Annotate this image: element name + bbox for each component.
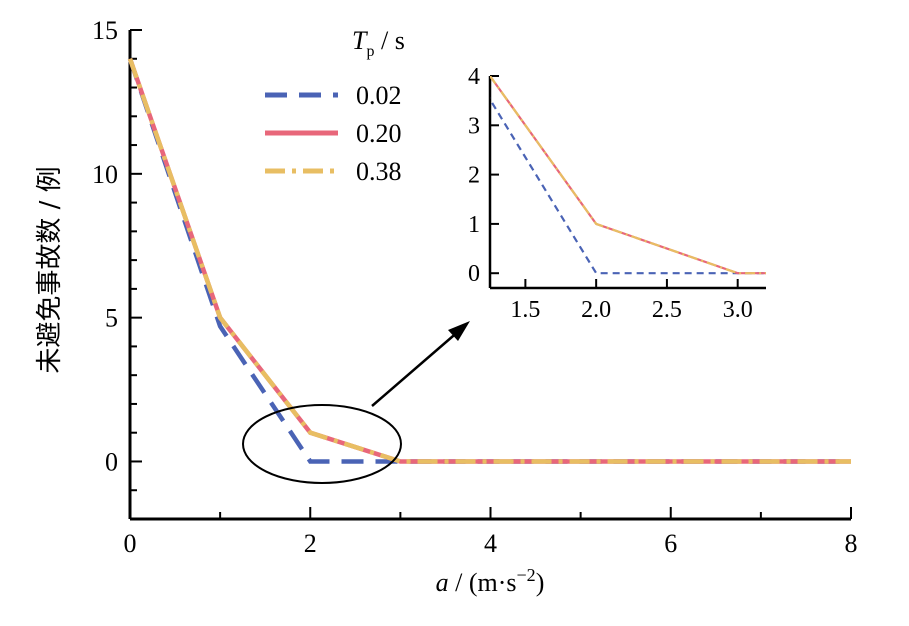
inset-x-tick-label: 3.0 bbox=[723, 297, 753, 323]
inset-y-tick-label: 4 bbox=[468, 64, 480, 90]
inset-series-line-0.20 bbox=[490, 76, 766, 275]
series-line-0.38 bbox=[127, 58, 851, 464]
inset-x-tick-label: 1.5 bbox=[510, 297, 540, 323]
legend-title-unit: / s bbox=[374, 26, 404, 55]
zoom-ellipse bbox=[242, 404, 402, 484]
x-axis-label: a / (m·s−2) bbox=[436, 565, 545, 597]
x-axis-label-unit: / (m·s bbox=[449, 568, 517, 597]
y-tick-label: 5 bbox=[105, 304, 118, 333]
legend-title: Tp / s bbox=[352, 26, 405, 60]
x-axis-label-sup: −2 bbox=[517, 565, 536, 585]
y-tick-label: 0 bbox=[105, 447, 118, 476]
y-tick-label: 10 bbox=[92, 160, 118, 189]
x-tick-label: 0 bbox=[124, 529, 137, 558]
zoom-arrow-line bbox=[371, 329, 461, 407]
inset-y-tick-label: 0 bbox=[468, 261, 480, 287]
legend-title-var: T bbox=[352, 26, 368, 55]
legend-label-0.02: 0.02 bbox=[356, 81, 402, 110]
inset-x-tick-label: 2.0 bbox=[581, 297, 611, 323]
inset-x-tick-label: 2.5 bbox=[652, 297, 682, 323]
legend-title-sub: p bbox=[366, 43, 374, 60]
inset-series-line-0.02 bbox=[490, 97, 766, 275]
x-axis-label-close: ) bbox=[536, 568, 545, 597]
x-tick-label: 6 bbox=[664, 529, 677, 558]
legend-label-0.20: 0.20 bbox=[356, 119, 402, 148]
y-axis-label: 未避免事故数 / 例 bbox=[35, 166, 65, 373]
x-tick-label: 8 bbox=[845, 529, 858, 558]
legend: Tp / s 0.02 0.20 0.38 bbox=[265, 26, 405, 186]
y-tick-label: 15 bbox=[92, 16, 118, 45]
x-tick-label: 4 bbox=[484, 529, 497, 558]
inset-y-tick-label: 3 bbox=[468, 113, 480, 139]
inset-y-tick-label: 2 bbox=[468, 163, 480, 189]
inset: 1.5 2.0 2.5 3.0 0 1 2 3 4 bbox=[468, 64, 766, 323]
legend-label-0.38: 0.38 bbox=[356, 157, 402, 186]
zoom-arrow-head bbox=[448, 321, 470, 341]
x-tick-label: 2 bbox=[304, 529, 317, 558]
inset-y-tick-label: 1 bbox=[468, 212, 480, 238]
inset-series-line-0.38 bbox=[490, 76, 766, 275]
x-axis-label-var: a bbox=[436, 568, 449, 597]
